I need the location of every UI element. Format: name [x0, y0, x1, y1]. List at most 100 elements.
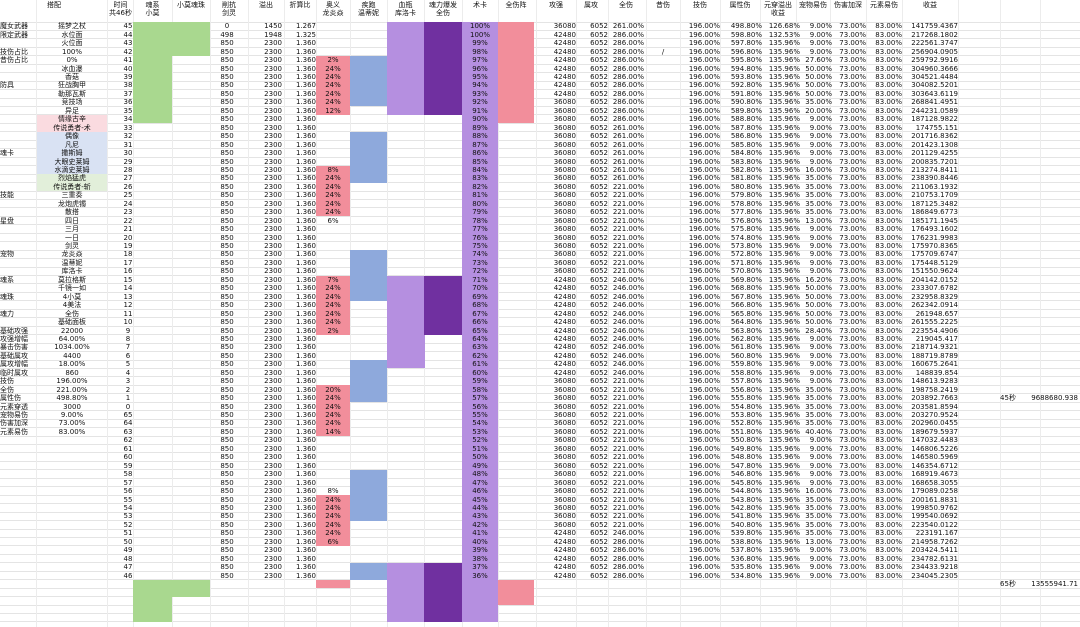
- cell-s1: 850: [220, 343, 234, 352]
- cell-cw: 9.00%: [809, 157, 832, 166]
- item-label: 摇梦之杖: [58, 22, 86, 31]
- cell-js: 196.00%: [688, 520, 720, 529]
- cell-ss: 578.80%: [730, 199, 762, 208]
- cell-s1: 850: [220, 368, 234, 377]
- cell-ss: 545.80%: [730, 478, 762, 487]
- cell-ss: 541.80%: [730, 512, 762, 521]
- cell-qs: 286.00%: [612, 47, 644, 56]
- cell-s1: 850: [220, 123, 234, 132]
- cell-s1: 850: [220, 174, 234, 183]
- cell-yc: 135.96%: [768, 182, 800, 191]
- cell-s2: 2300: [264, 225, 282, 234]
- cell-yc: 135.96%: [768, 225, 800, 234]
- item-label: 498.80%: [56, 394, 88, 403]
- cell-ss: 586.80%: [730, 132, 762, 141]
- cell-ys: 83.00%: [875, 334, 902, 343]
- item-label: 散搭: [65, 208, 79, 217]
- cell-s2: 2300: [264, 394, 282, 403]
- cell-at: 36080: [553, 174, 576, 183]
- cell-ys: 83.00%: [875, 140, 902, 149]
- category-label: 昔伤占比: [0, 56, 28, 65]
- cell-t: 31: [123, 140, 133, 149]
- row-gridline: [0, 427, 1080, 429]
- cell-at: 36080: [553, 250, 576, 259]
- cell-sy: 238390.8446: [911, 174, 958, 183]
- cell-sa: 6052: [590, 520, 608, 529]
- cell-s1: 850: [220, 39, 234, 48]
- item-label: 香菇: [65, 73, 79, 81]
- cell-sy: 151550.9624: [911, 267, 958, 276]
- cell-sh: 73.00%: [839, 487, 866, 496]
- cell-s1: 850: [220, 284, 234, 293]
- cell-sa: 6052: [590, 394, 608, 403]
- cell-sy: 223540.0122: [911, 520, 958, 529]
- row-gridline: [0, 38, 1080, 40]
- cell-js: 196.00%: [688, 98, 720, 107]
- cell-sy: 262342.0914: [911, 301, 958, 310]
- cell-ss: 589.80%: [730, 106, 762, 115]
- column-gridline: [1000, 0, 1001, 627]
- item-label: 0%: [66, 56, 78, 65]
- cell-ys: 83.00%: [875, 461, 902, 470]
- row-gridline: [0, 410, 1080, 412]
- cell-z: 1.360: [295, 326, 316, 335]
- cell-at: 42480: [553, 301, 576, 310]
- cell-ys: 83.00%: [875, 571, 902, 580]
- cell-z: 1.360: [295, 284, 316, 293]
- cell-s2: 2300: [264, 258, 282, 267]
- cell-sy: 203270.9524: [911, 411, 958, 419]
- sprint-block: [350, 360, 387, 403]
- cell-sa: 6052: [590, 56, 608, 65]
- cell-cw: 35.00%: [805, 520, 832, 529]
- cell-sh: 73.00%: [839, 478, 866, 487]
- cell-js: 196.00%: [688, 394, 720, 403]
- cell-z: 1.360: [295, 157, 316, 166]
- cell-z: 1.360: [295, 73, 316, 81]
- cell-sa: 6052: [590, 225, 608, 234]
- cell-at: 36080: [553, 106, 576, 115]
- cell-s2: 2300: [264, 343, 282, 352]
- cell-sy: 160675.2641: [911, 360, 958, 369]
- cell-qs: 286.00%: [612, 64, 644, 73]
- cell-sk: 47%: [472, 478, 488, 487]
- cell-at: 42480: [553, 284, 576, 293]
- row-gridline: [0, 182, 1080, 184]
- cell-sh: 73.00%: [839, 30, 866, 39]
- column-gridline: [760, 0, 761, 627]
- cell-z: 1.360: [295, 149, 316, 158]
- cell-cw: 35.00%: [805, 503, 832, 512]
- cell-sa: 6052: [590, 427, 608, 436]
- row-gridline: [0, 376, 1080, 378]
- column-header: 属性伤: [729, 1, 751, 9]
- cell-sk: 72%: [472, 267, 488, 276]
- cell-yc: 126.68%: [768, 22, 800, 31]
- cell-sk: 55%: [472, 411, 488, 419]
- cell-z: 1.360: [295, 250, 316, 259]
- cell-z: 1.360: [295, 537, 316, 546]
- row-gridline: [0, 503, 1080, 505]
- cell-qs: 221.00%: [612, 419, 644, 428]
- cell-s1: 850: [220, 132, 234, 141]
- cell-z: 1.360: [295, 56, 316, 65]
- cell-sa: 6052: [590, 461, 608, 470]
- cell-ys: 83.00%: [875, 478, 902, 487]
- cell-sy: 259792.9916: [911, 56, 958, 65]
- cell-ss: 567.80%: [730, 292, 762, 301]
- column-gridline: [350, 0, 351, 627]
- card-tint-pink: [37, 114, 107, 132]
- cell-sh: 73.00%: [839, 343, 866, 352]
- cell-cw: 50.00%: [805, 64, 832, 73]
- cell-sy: 198758.2419: [911, 385, 958, 394]
- column-header: 技伤: [693, 1, 707, 9]
- cell-s2: 2300: [264, 444, 282, 453]
- cell-cw: 50.00%: [805, 309, 832, 318]
- cell-at: 36080: [553, 402, 576, 411]
- item-label: 烈焰猛虎: [58, 174, 86, 183]
- cell-js: 196.00%: [688, 360, 720, 369]
- cell-sa: 6052: [590, 292, 608, 301]
- cell-qs: 221.00%: [612, 377, 644, 386]
- cell-sh: 73.00%: [839, 106, 866, 115]
- cell-ys: 83.00%: [875, 191, 902, 200]
- row-gridline: [0, 308, 1080, 310]
